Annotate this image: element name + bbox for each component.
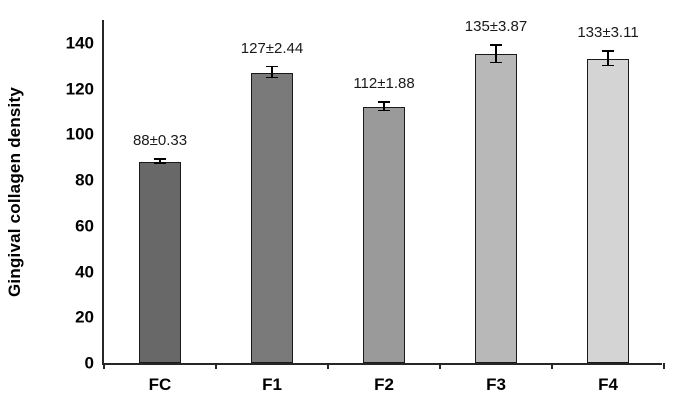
error-bar [271,67,273,79]
y-tick-label: 20 [75,307,94,327]
x-axis-tick [663,363,665,369]
bar-data-label: 127±2.44 [240,39,304,57]
x-axis-labels: FC F1 F2 F3 F4 [104,363,662,403]
error-bar [159,159,161,164]
bar [475,54,517,363]
bar-data-label: 133±3.11 [577,24,639,42]
y-tick-label: 80 [75,170,94,190]
x-axis-tick [439,363,441,369]
x-axis-tick [551,363,553,369]
error-bar-cap [154,162,166,164]
y-axis-tick-labels: 0 20 40 60 80 100 120 140 [32,20,94,372]
x-axis-label: F3 [486,375,506,394]
error-bar-cap [378,109,390,112]
error-bar [383,102,385,112]
error-bar [495,45,497,64]
bar-data-label: 112±1.88 [353,75,415,93]
error-bar-cap [490,44,502,46]
bar [363,107,405,363]
bar-data-label: 135±3.87 [464,18,528,36]
plot-area: 0 20 40 60 80 100 120 140 88±0.33 127±2.44 112±1.… [66,18,665,394]
error-bar-cap [602,50,614,52]
x-axis-tick [327,363,329,369]
error-bar-cap [378,101,390,103]
x-axis-label: F1 [262,375,282,394]
x-axis-label: FC [148,375,172,394]
bar [251,72,293,363]
y-tick-label: 120 [65,79,94,99]
x-axis-label: F2 [374,375,394,394]
error-bar [607,51,609,67]
y-tick-label: 100 [65,124,94,144]
x-axis-label: F4 [598,375,618,394]
y-tick-label: 140 [65,33,94,53]
x-axis-tick [103,363,105,369]
error-bar-cap [266,76,278,79]
error-bar-cap [154,158,166,160]
x-axis-tick [215,363,217,369]
error-bar-cap [266,65,278,68]
bar [139,161,181,363]
bar [587,59,629,363]
y-tick-label: 40 [75,262,94,282]
bars-container: 88±0.33 127±2.44 112±1.88 135±3.87 133±3.11 [104,18,662,363]
y-tick-label: 0 [84,353,94,373]
bar-data-label: 88±0.33 [132,132,188,150]
y-tick-label: 60 [75,216,94,236]
error-bar-cap [490,61,502,64]
error-bar-cap [602,64,614,67]
y-axis-title: Gingival collagen density [5,87,24,298]
